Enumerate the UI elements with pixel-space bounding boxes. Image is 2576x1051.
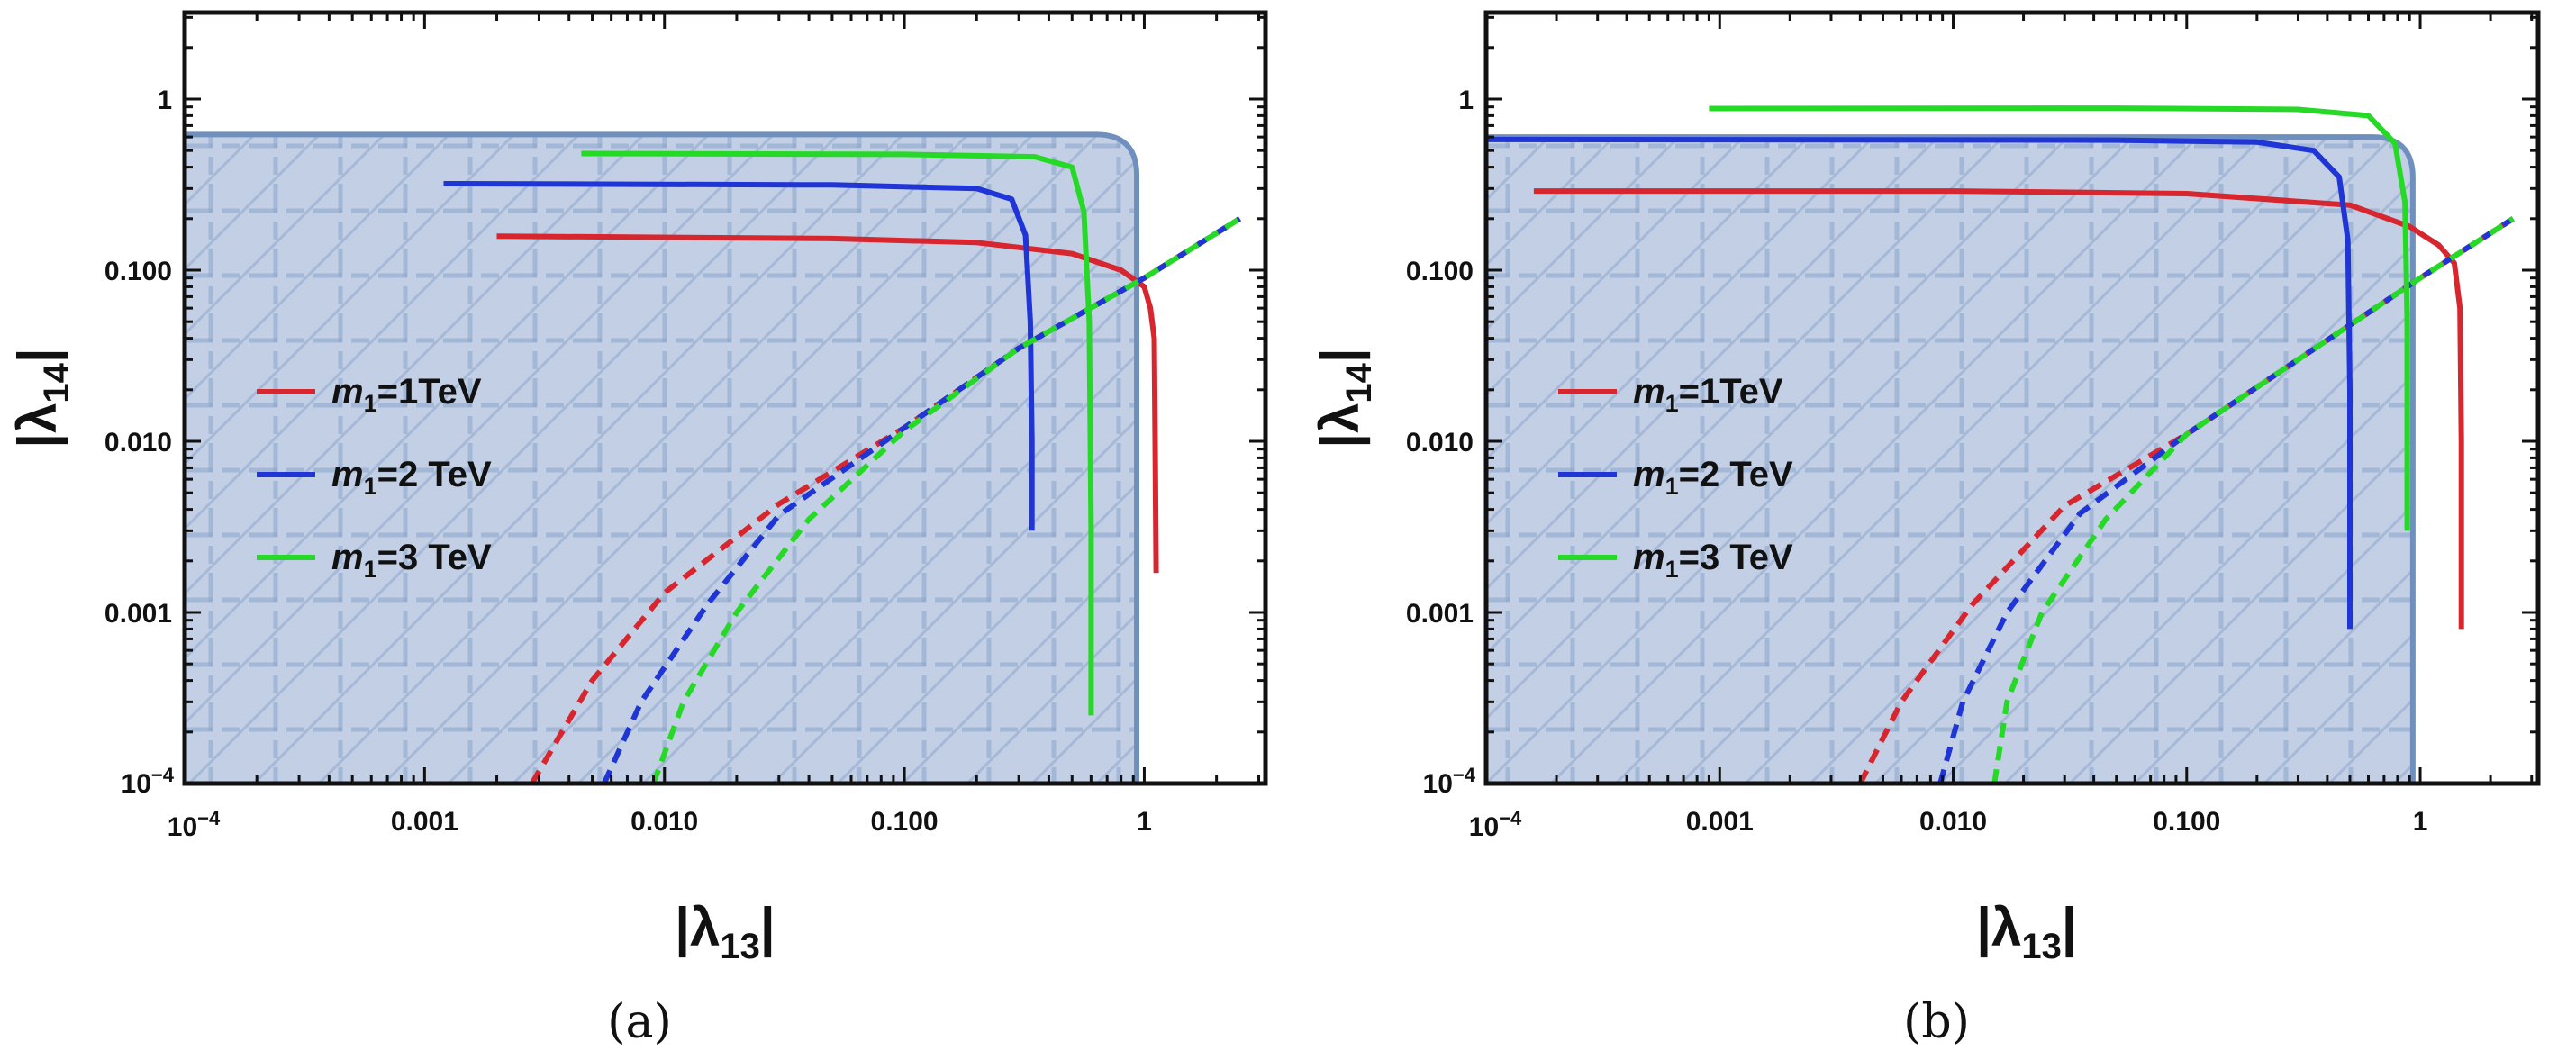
x-axis-label: |λ13| — [675, 897, 775, 966]
svg-text:m1=1TeV: m1=1TeV — [331, 372, 482, 417]
svg-text:m1=2 TeV: m1=2 TeV — [1633, 455, 1793, 500]
x-tick-label: 0.100 — [871, 807, 939, 837]
legend-item-3: m1=3 TeV — [1558, 538, 1793, 583]
series-2-solid-curve — [443, 181, 1035, 531]
legend-item-3: m1=3 TeV — [257, 538, 492, 583]
x-tick-label: 0.010 — [1919, 807, 1987, 837]
y-origin-tick-label: 10−4 — [122, 764, 175, 799]
y-tick-label: 0.010 — [104, 428, 172, 458]
series-2-dashed-curve — [601, 216, 1241, 784]
y-tick-label: 0.100 — [104, 257, 172, 286]
axis-ticks: 0.001 0.010 0.100 1 0.001 0.010 0.100 1 10−4 10−4 — [104, 13, 1265, 842]
excluded-region — [185, 131, 1140, 784]
series-2-solid-curve — [1486, 136, 2353, 630]
curves — [443, 150, 1241, 784]
legend: m1=1TeV m1=2 TeV m1=3 TeV — [257, 372, 492, 583]
svg-text:m1=2 TeV: m1=2 TeV — [331, 455, 492, 500]
caption-b: (b) — [1903, 995, 1970, 1049]
excluded-region — [1486, 134, 2416, 784]
axis-ticks: 0.001 0.010 0.100 1 0.001 0.010 0.100 1 10−4 10−4 — [1406, 13, 2538, 842]
series-2-dashed-curve — [1937, 216, 2515, 784]
series-3-dashed-curve — [1991, 216, 2515, 784]
y-tick-label: 0.001 — [1406, 599, 1474, 629]
caption-a: (a) — [607, 995, 672, 1049]
series-1-solid-curve — [496, 233, 1159, 574]
x-tick-label: 0.001 — [391, 807, 458, 837]
series-1-solid-curve — [1533, 188, 2464, 630]
svg-text:m1=3 TeV: m1=3 TeV — [1633, 538, 1793, 583]
y-tick-label: 1 — [157, 86, 172, 115]
x-tick-label: 0.100 — [2153, 807, 2220, 837]
x-tick-label: 1 — [1137, 807, 1152, 837]
legend-item-2: m1=2 TeV — [257, 455, 492, 500]
legend-item-2: m1=2 TeV — [1558, 455, 1793, 500]
panel-b: 0.001 0.010 0.100 1 0.001 0.010 0.100 1 10−4 10−4… — [1310, 10, 2541, 1049]
panel-a: 0.001 0.010 0.100 1 0.001 0.010 0.100 1 10−4 10−4… — [7, 10, 1268, 1049]
plot-frame — [1483, 10, 2541, 786]
series-3-solid-curve — [581, 150, 1094, 716]
curves — [1486, 105, 2515, 784]
x-tick-label: 0.010 — [630, 807, 698, 837]
svg-text:m1=1TeV: m1=1TeV — [1633, 372, 1783, 417]
legend-item-1: m1=1TeV — [257, 372, 482, 417]
series-3-solid-curve — [1709, 105, 2410, 531]
series-3-dashed-curve — [650, 216, 1241, 784]
y-tick-label: 1 — [1458, 86, 1474, 115]
y-tick-label: 0.100 — [1406, 257, 1474, 286]
legend: m1=1TeV m1=2 TeV m1=3 TeV — [1558, 372, 1793, 583]
y-origin-tick-label: 10−4 — [1423, 764, 1476, 799]
x-origin-tick-label: 10−4 — [1469, 807, 1522, 842]
y-tick-label: 0.001 — [104, 599, 172, 629]
y-tick-label: 0.010 — [1406, 428, 1474, 458]
x-tick-label: 0.001 — [1686, 807, 1754, 837]
plot-frame — [182, 10, 1268, 786]
legend-item-1: m1=1TeV — [1558, 372, 1783, 417]
svg-text:m1=3 TeV: m1=3 TeV — [331, 538, 492, 583]
y-axis-label: |λ14| — [1310, 348, 1379, 448]
y-axis-label: |λ14| — [7, 348, 77, 448]
x-axis-label: |λ13| — [1976, 897, 2076, 966]
x-origin-tick-label: 10−4 — [168, 807, 221, 842]
x-tick-label: 1 — [2413, 807, 2428, 837]
